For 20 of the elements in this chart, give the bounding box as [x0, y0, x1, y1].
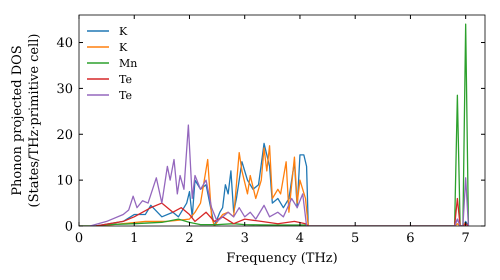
x-tick-label: 3: [240, 231, 249, 246]
x-axis-title: Frequency (THz): [226, 251, 338, 266]
y-tick-label: 20: [56, 128, 73, 143]
y-tick-label: 30: [56, 82, 73, 97]
legend-label: Te: [119, 72, 132, 86]
x-tick-label: 7: [462, 231, 470, 246]
legend-label: K: [119, 24, 128, 38]
legend-label: Te: [119, 88, 132, 102]
x-tick-label: 6: [406, 231, 415, 246]
y-tick-label: 40: [56, 36, 73, 52]
y-tick-label: 10: [56, 174, 73, 189]
x-tick-label: 0: [74, 231, 84, 246]
y-axis-title: Phonon projected DOS (States/THz·primitive cell): [10, 33, 42, 208]
legend-label: Mn: [119, 56, 138, 70]
x-tick-label: 5: [351, 231, 360, 246]
legend-label: K: [119, 40, 128, 54]
x-tick-label: 4: [296, 231, 304, 246]
x-tick-label: 2: [185, 231, 194, 246]
y-tick-label: 0: [64, 220, 73, 235]
x-tick-label: 1: [130, 231, 138, 246]
